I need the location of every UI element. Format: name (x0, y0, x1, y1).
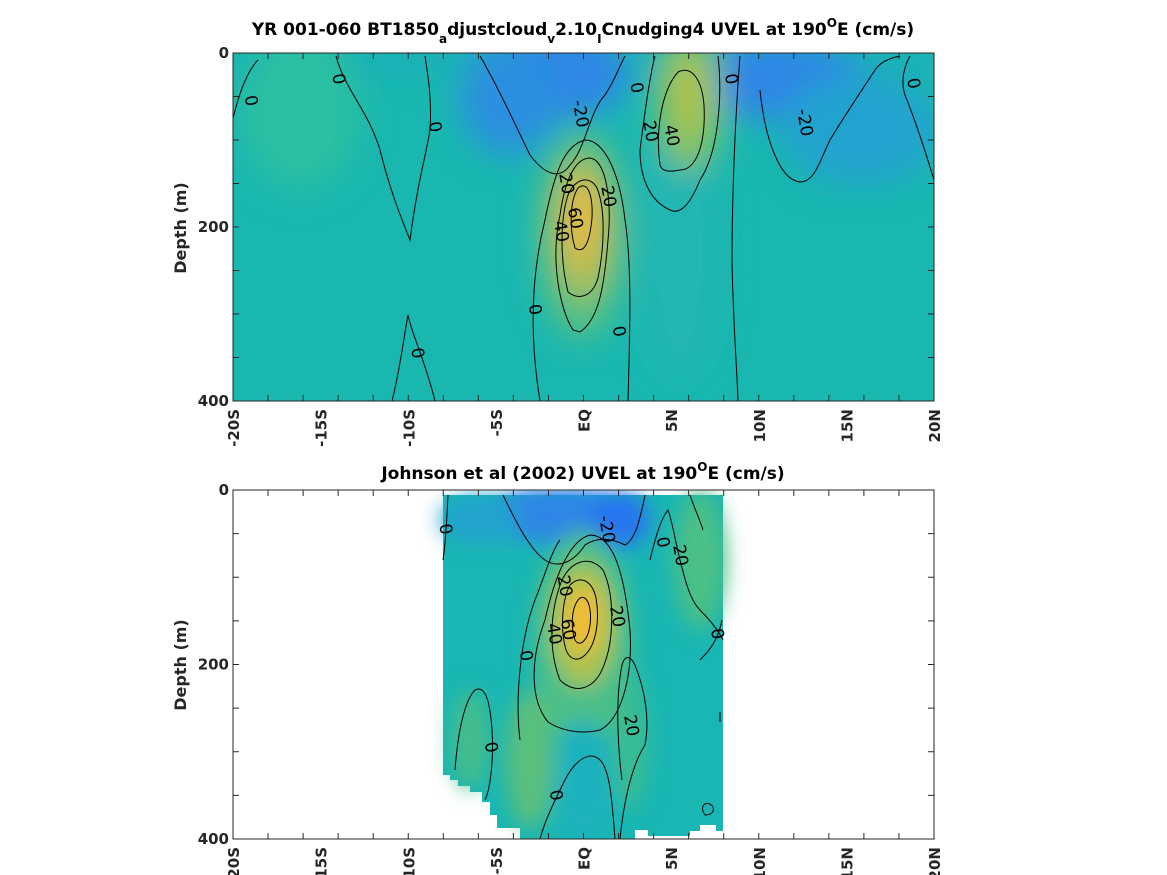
observation-contour-label: 40 (542, 622, 565, 647)
model-x-tick-label: 10N (751, 409, 769, 442)
observation-contour-label: 60 (556, 617, 579, 642)
observation-x-tick-label: 10N (751, 847, 769, 875)
model-section-panel: YR 001-060 BT1850adjustcloudv2.10ICnudgi… (171, 16, 944, 447)
observation-contour-label: 20 (552, 574, 575, 599)
model-contour-label: 20 (554, 171, 577, 196)
observation-contour-label: 0 (545, 788, 567, 802)
observation-contour-label: 20 (619, 713, 642, 738)
observation-y-tick-label: 400 (198, 830, 229, 848)
model-contour-label: 0 (625, 81, 647, 95)
observation-contour-label: 20 (605, 604, 628, 629)
model-contour-label: -20 (792, 107, 817, 138)
observation-section-panel: Johnson et al (2002) UVEL at 190OE (cm/s… (171, 460, 944, 875)
model-y-tick-label: 0 (219, 44, 229, 62)
model-contour-label: 0 (902, 76, 924, 90)
observation-x-tick-label: -15S (313, 847, 331, 875)
model-x-tick-label: -10S (400, 409, 418, 447)
observation-y-tick-label: 0 (219, 481, 229, 499)
model-x-tick-label: 20N (926, 409, 944, 442)
model-x-tick-label: EQ (576, 409, 594, 432)
observation-x-tick-label: 15N (838, 847, 856, 875)
model-contour-label: 0 (406, 346, 428, 360)
model-contour-label: 20 (638, 119, 661, 144)
observation-title: Johnson et al (2002) UVEL at 190OE (cm/s… (380, 460, 784, 484)
model-contour-label: 0 (608, 324, 630, 338)
observation-contour-label: -20 (594, 514, 619, 545)
model-contour-label: 60 (563, 206, 586, 231)
model-x-tick-label: -15S (313, 409, 331, 447)
observation-x-tick-label: 20N (926, 847, 944, 875)
observation-y-tick-label: 200 (198, 656, 229, 674)
model-y-tick-label: 400 (198, 392, 229, 410)
model-contour-label: 0 (720, 72, 742, 86)
observation-x-tick-label: 5N (663, 847, 681, 870)
observation-contour-label: 0 (706, 627, 728, 641)
observation-x-tick-label: -20S (225, 847, 243, 875)
model-contour-label: 0 (524, 303, 546, 317)
model-contour-label: -20 (568, 98, 593, 129)
model-y-axis-label: Depth (m) (171, 182, 190, 274)
model-y-tick-label: 200 (198, 218, 229, 236)
model-x-tick-label: -20S (225, 409, 243, 447)
observation-contour-label: 0 (434, 522, 456, 536)
observation-x-tick-label: -10S (400, 847, 418, 875)
observation-contour-label: 0 (480, 740, 502, 754)
model-title: YR 001-060 BT1850adjustcloudv2.10ICnudgi… (251, 16, 914, 46)
model-x-tick-label: 5N (663, 409, 681, 432)
observation-contour-label: 0 (515, 649, 537, 663)
model-contour-label: 20 (596, 184, 619, 209)
model-contour-label: 40 (659, 123, 682, 148)
observation-x-tick-label: -5S (488, 847, 506, 874)
model-contour-label: 0 (424, 120, 446, 134)
observation-contour-label: 0 (652, 535, 674, 549)
model-x-tick-label: 15N (838, 409, 856, 442)
observation-contour-label: 20 (668, 543, 691, 568)
observation-y-axis-label: Depth (m) (171, 619, 190, 711)
model-contour-label: 0 (327, 72, 349, 86)
observation-x-tick-label: EQ (576, 847, 594, 870)
model-contour-label: 0 (240, 94, 262, 108)
model-contour-label: 40 (549, 219, 572, 244)
model-x-tick-label: -5S (488, 409, 506, 436)
